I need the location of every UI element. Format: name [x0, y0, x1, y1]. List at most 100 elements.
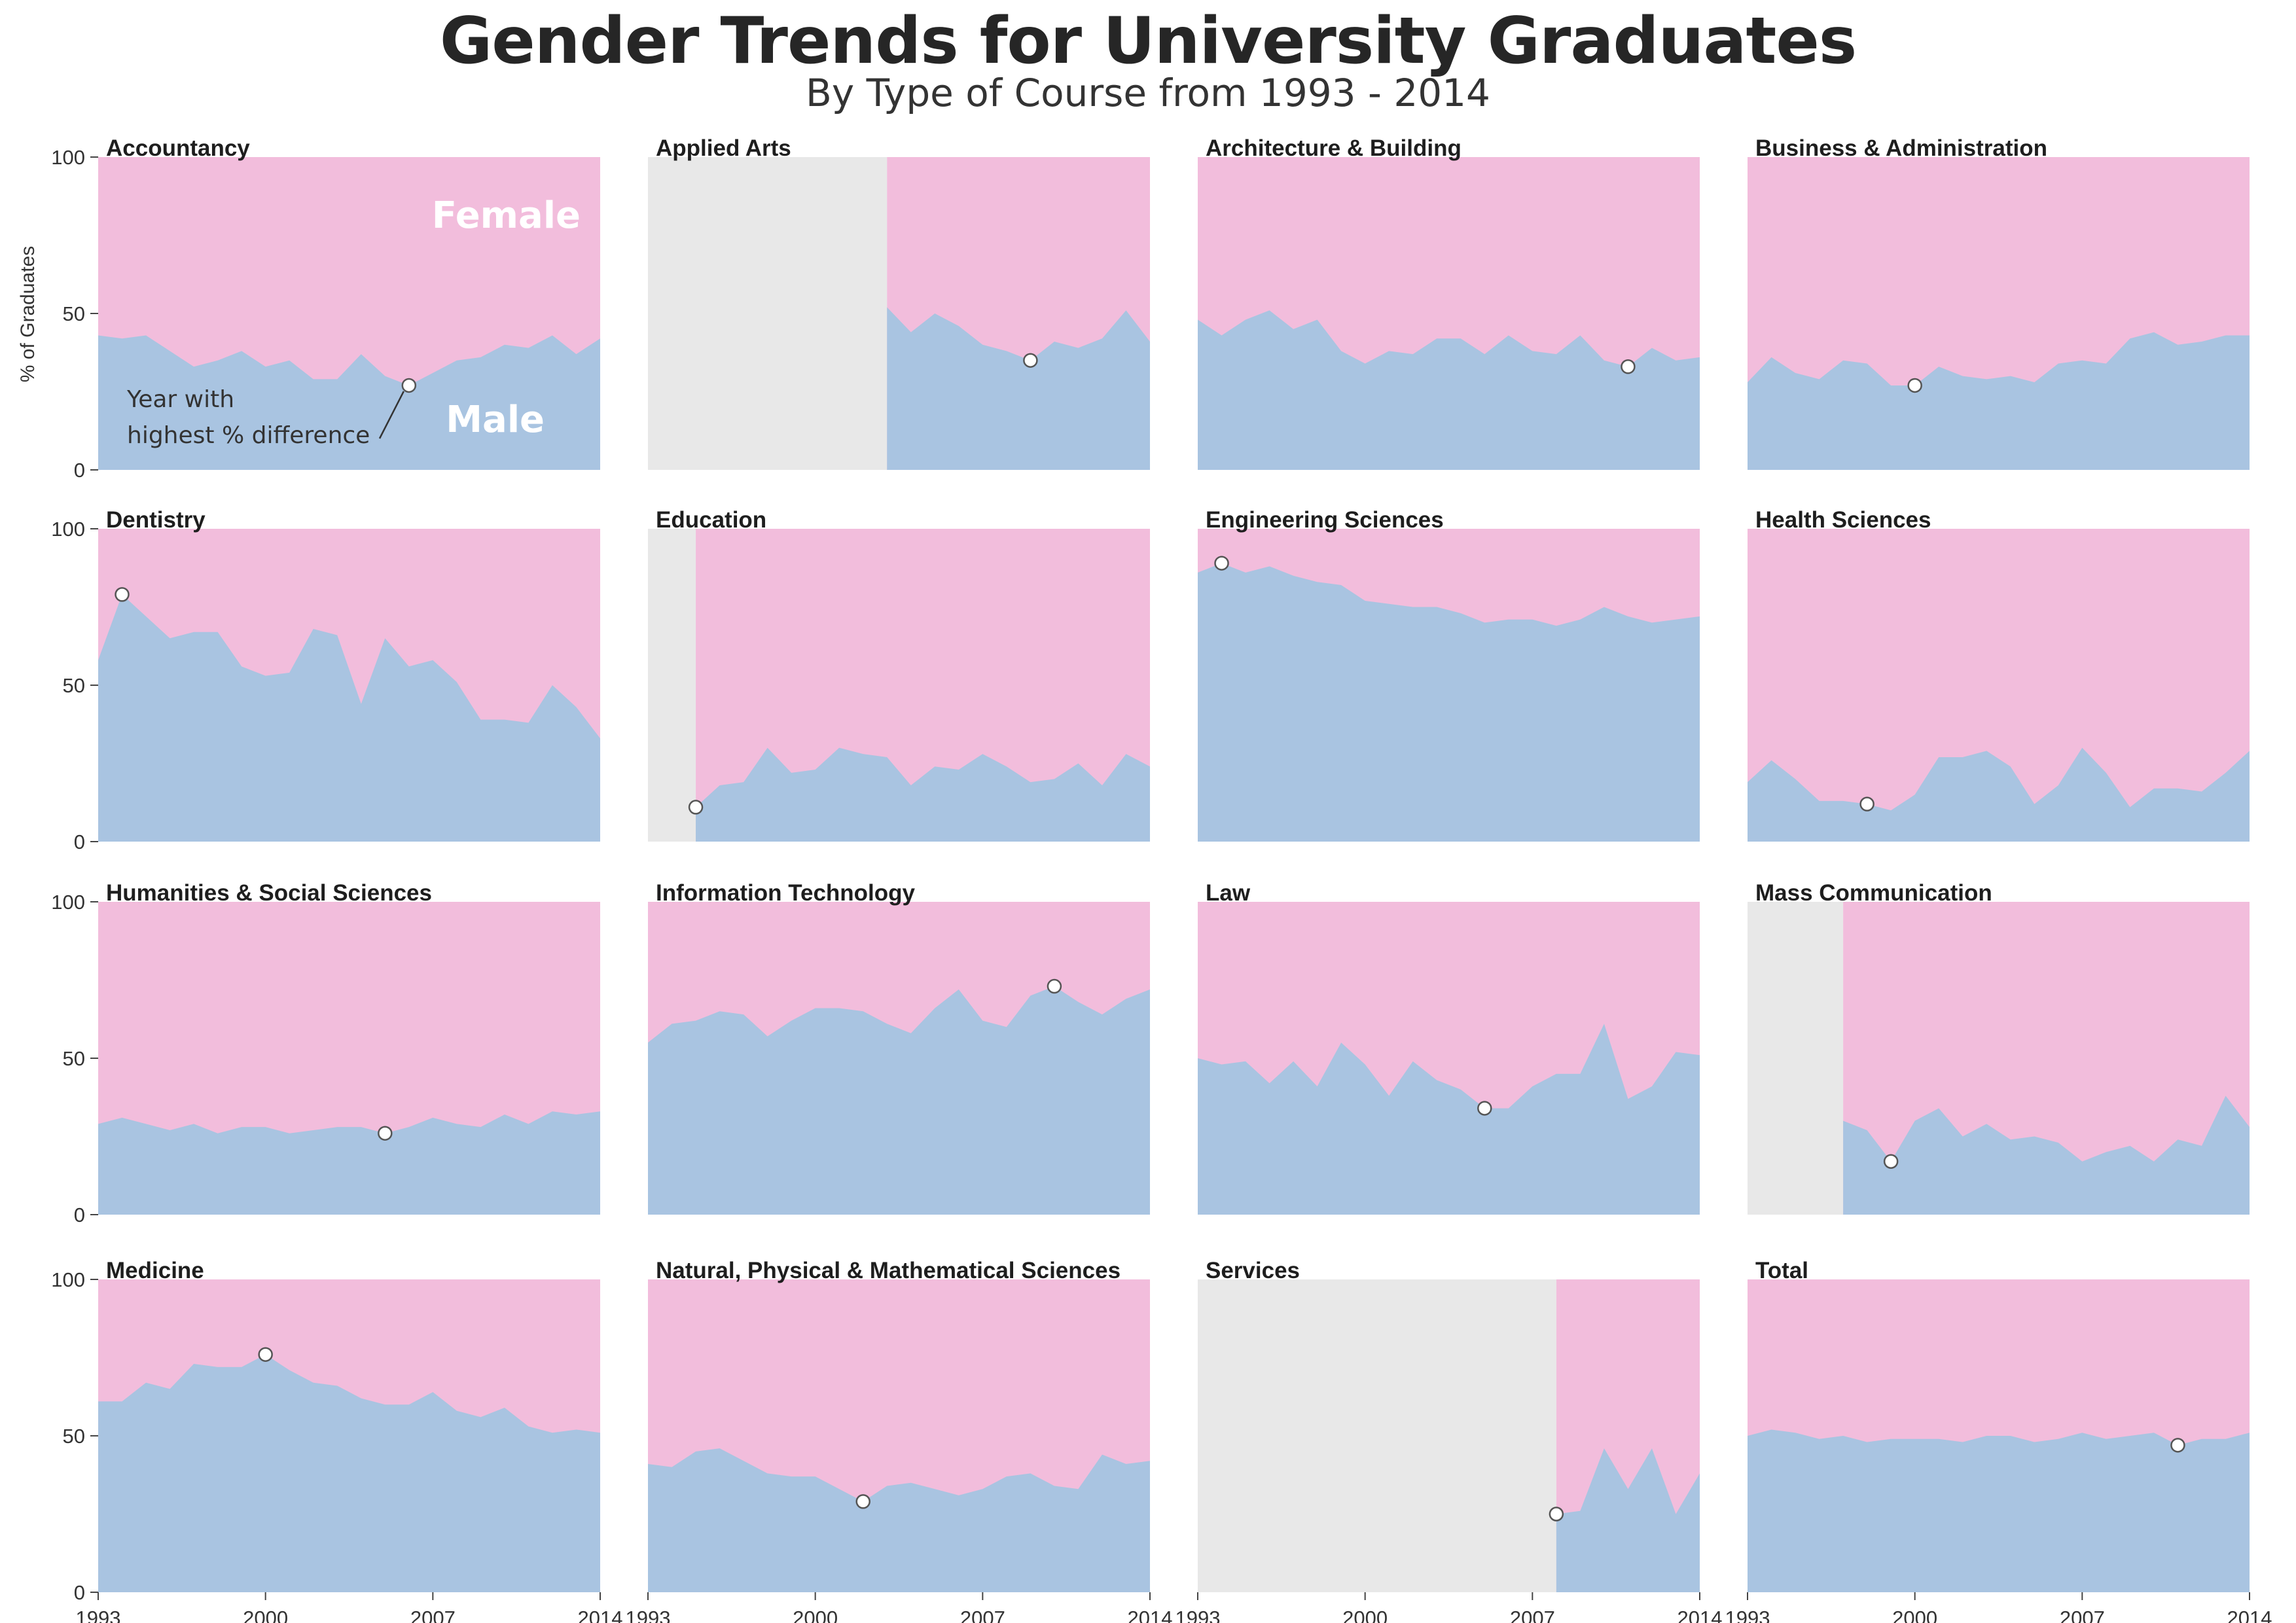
male-area	[98, 1354, 600, 1592]
panel-title: Engineering Sciences	[1206, 507, 1444, 533]
highlight-marker	[1621, 359, 1636, 374]
male-area	[98, 335, 600, 470]
y-tick-label: 0	[74, 1581, 85, 1604]
y-tick-label: 100	[51, 891, 85, 914]
x-tick-label: 2007	[2060, 1607, 2105, 1623]
panel-title: Dentistry	[106, 507, 206, 533]
panel: Applied Arts	[648, 135, 1150, 470]
panel-title: Accountancy	[106, 135, 250, 161]
panel: Health Sciences	[1748, 507, 2250, 842]
panel-title: Business & Administration	[1755, 135, 2047, 161]
x-tick-label: 2007	[1510, 1607, 1555, 1623]
panel: Architecture & Building	[1198, 135, 1700, 470]
male-area	[648, 986, 1150, 1215]
y-tick-label: 50	[63, 674, 85, 697]
x-tick-label: 2000	[793, 1607, 838, 1623]
male-area	[887, 307, 1150, 470]
panel-title: Information Technology	[656, 880, 916, 906]
panel: Natural, Physical & Mathematical Science…	[626, 1258, 1173, 1623]
legend-female-label: Female	[432, 194, 581, 237]
highlight-marker	[115, 587, 130, 602]
panel: Accountancy 0 50 100 Female Male Year with high…	[51, 135, 600, 482]
male-area	[1198, 1024, 1700, 1215]
male-area	[1556, 1448, 1700, 1592]
panel: Education	[648, 507, 1150, 842]
y-tick-label: 0	[74, 1204, 85, 1226]
x-tick-label: 1993	[1725, 1607, 1770, 1623]
highlight-marker	[1214, 556, 1229, 571]
x-tick-label: 2000	[243, 1607, 288, 1623]
highlight-marker	[401, 378, 417, 393]
no-data-area	[1748, 902, 1844, 1215]
y-tick-label: 100	[51, 518, 85, 541]
male-area	[1748, 332, 2250, 470]
y-tick-label: 0	[74, 459, 85, 482]
x-tick-label: 2007	[410, 1607, 456, 1623]
x-tick-label: 1993	[1175, 1607, 1221, 1623]
y-axis-label: % of Graduates	[17, 246, 39, 382]
panel: Medicine 0 50 100 1993 2000 2007 2014	[51, 1258, 622, 1623]
y-tick-label: 50	[63, 1425, 85, 1448]
highlight-marker	[1859, 796, 1874, 812]
x-tick-label: 1993	[626, 1607, 671, 1623]
highlight-marker	[1907, 378, 1922, 393]
x-tick-label: 2014	[1677, 1607, 1723, 1623]
highlight-marker	[378, 1126, 393, 1141]
panel: Services 1993 2000 2007 2014	[1175, 1258, 1723, 1623]
highlight-marker	[258, 1347, 273, 1362]
y-tick-label: 100	[51, 146, 85, 169]
male-area	[98, 594, 600, 842]
x-tick-label: 2014	[578, 1607, 623, 1623]
highlight-marker	[1883, 1154, 1899, 1169]
panel-title: Mass Communication	[1755, 880, 1992, 906]
panel-title: Natural, Physical & Mathematical Science…	[656, 1258, 1121, 1283]
highlight-marker	[2170, 1438, 2185, 1453]
y-tick-label: 0	[74, 830, 85, 853]
male-area	[1198, 310, 1700, 470]
panel-title: Services	[1206, 1258, 1300, 1283]
panel-title: Medicine	[106, 1258, 204, 1283]
male-area	[1748, 1429, 2250, 1592]
panel-title: Health Sciences	[1755, 507, 1931, 533]
highlight-marker	[1023, 353, 1038, 368]
legend-male-label: Male	[446, 399, 545, 441]
no-data-area	[1198, 1279, 1556, 1592]
panel-title: Architecture & Building	[1206, 135, 1462, 161]
y-tick-label: 100	[51, 1268, 85, 1291]
panel: Engineering Sciences	[1198, 507, 1700, 842]
male-area	[648, 1448, 1150, 1592]
male-area	[1843, 1096, 2250, 1215]
panel: Law	[1198, 880, 1700, 1215]
y-tick-label: 50	[63, 1047, 85, 1070]
male-area	[1748, 747, 2250, 842]
panel-title: Humanities & Social Sciences	[106, 880, 432, 906]
no-data-area	[648, 529, 696, 842]
panel: Humanities & Social Sciences 0 50 100	[51, 880, 600, 1226]
male-area	[696, 747, 1150, 842]
panel-title: Law	[1206, 880, 1251, 906]
annotation-text: highest % difference	[127, 422, 370, 449]
highlight-marker	[1477, 1101, 1492, 1116]
highlight-marker	[1549, 1507, 1564, 1522]
panel-title: Education	[656, 507, 766, 533]
panel: Mass Communication	[1748, 880, 2250, 1215]
chart-title: Gender Trends for University Graduates	[439, 4, 1857, 79]
male-area	[1198, 563, 1700, 842]
panel: Business & Administration	[1748, 135, 2250, 470]
no-data-area	[648, 157, 888, 470]
highlight-marker	[855, 1494, 870, 1509]
x-tick-label: 2000	[1892, 1607, 1937, 1623]
panel: Total 1993 2000 2007 2014	[1725, 1258, 2272, 1623]
panel: Dentistry 0 50 100	[51, 507, 600, 853]
annotation-text: Year with	[126, 386, 234, 413]
annotation-leader-line	[378, 391, 404, 439]
y-tick-label: 50	[63, 302, 85, 325]
x-tick-label: 2014	[2227, 1607, 2272, 1623]
x-tick-label: 1993	[76, 1607, 121, 1623]
x-tick-label: 2014	[1128, 1607, 1173, 1623]
x-tick-label: 2000	[1342, 1607, 1388, 1623]
chart-subtitle: By Type of Course from 1993 - 2014	[806, 71, 1490, 115]
panel-title: Total	[1755, 1258, 1808, 1283]
highlight-marker	[688, 800, 704, 815]
